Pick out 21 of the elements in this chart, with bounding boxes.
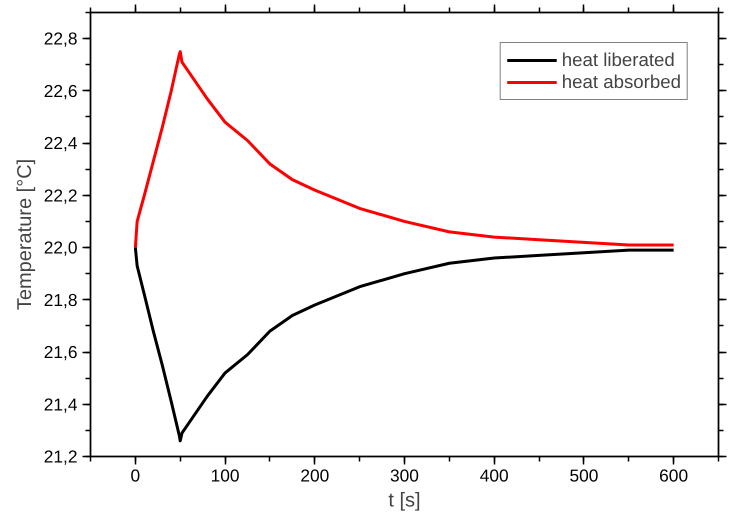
y-tick-label: 22,6: [44, 80, 78, 101]
x-tick-label: 300: [390, 466, 419, 486]
y-tick-label: 21,4: [44, 394, 78, 414]
y-axis-title: Temperature [°C]: [14, 158, 36, 310]
y-tick-label: 22,0: [44, 238, 78, 258]
y-tick-label: 21,2: [44, 446, 78, 466]
y-tick-label: 21,8: [44, 290, 78, 310]
x-tick-label: 200: [300, 466, 330, 486]
legend-label: heat absorbed: [562, 71, 681, 93]
line-series: [134, 246, 676, 442]
x-tick-label: 600: [659, 466, 688, 486]
x-tick-label: 0: [130, 466, 140, 486]
x-axis-title: t [s]: [388, 490, 421, 512]
x-tick-label: 400: [480, 466, 509, 486]
y-tick-label: 22,2: [44, 185, 78, 206]
y-tick-label: 21,6: [44, 342, 78, 362]
x-tick-label: 500: [569, 466, 598, 486]
y-tick-label: 22,8: [44, 28, 78, 49]
x-tick-label: 100: [210, 466, 240, 486]
y-tick-label: 22,4: [44, 133, 78, 154]
legend-label: heat liberated: [562, 49, 675, 71]
